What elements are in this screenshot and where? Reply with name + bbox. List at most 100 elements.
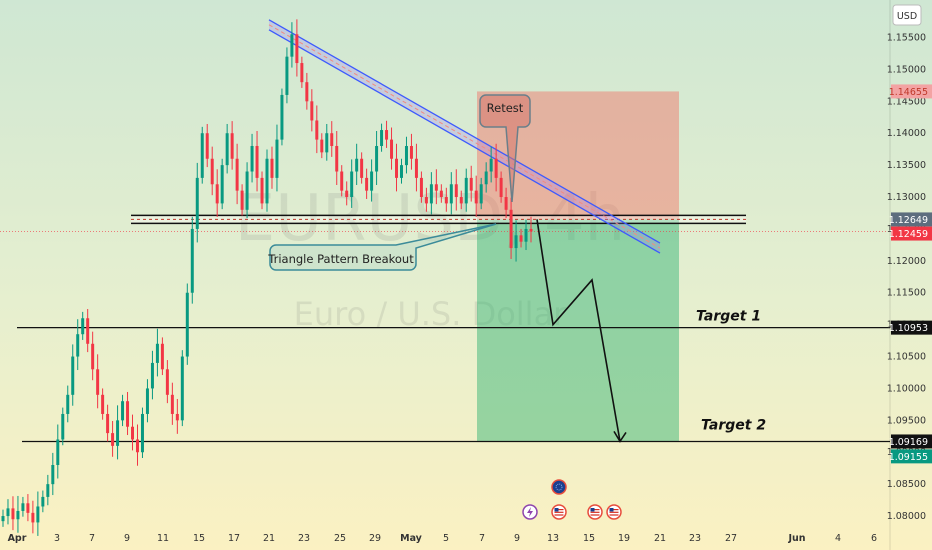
candle[interactable]	[519, 228, 523, 248]
us-flag-icon[interactable]	[606, 504, 622, 520]
candle[interactable]	[285, 47, 289, 104]
candle[interactable]	[225, 123, 229, 174]
lightning-icon[interactable]	[522, 504, 538, 520]
candle[interactable]	[469, 165, 473, 202]
candle[interactable]	[360, 152, 364, 184]
candle[interactable]	[235, 143, 239, 205]
candle[interactable]	[270, 146, 274, 189]
candle[interactable]	[131, 414, 135, 451]
candle[interactable]	[439, 184, 443, 203]
candle[interactable]	[489, 146, 493, 183]
candle[interactable]	[424, 187, 428, 212]
candle[interactable]	[399, 158, 403, 184]
price-tag-current[interactable]: 1.12459	[889, 226, 932, 241]
candle[interactable]	[315, 105, 319, 154]
price-tag-target[interactable]: 1.10953	[889, 320, 932, 335]
candle[interactable]	[444, 187, 448, 212]
candle[interactable]	[205, 123, 209, 168]
price-tag-level[interactable]: 1.12649	[889, 212, 932, 227]
candle[interactable]	[509, 197, 513, 259]
candle[interactable]	[31, 500, 35, 534]
candle[interactable]	[145, 379, 149, 423]
candle[interactable]	[499, 171, 503, 203]
candle[interactable]	[325, 123, 329, 161]
candle[interactable]	[494, 143, 498, 192]
candle[interactable]	[479, 177, 483, 210]
candle[interactable]	[185, 283, 189, 365]
candle[interactable]	[51, 452, 55, 496]
candle[interactable]	[504, 187, 508, 219]
candle[interactable]	[355, 143, 359, 186]
trendline-lower[interactable]	[268, 29, 661, 254]
candle[interactable]	[390, 127, 394, 170]
candle[interactable]	[290, 22, 294, 68]
candle[interactable]	[459, 190, 463, 210]
candle[interactable]	[419, 171, 423, 203]
candle[interactable]	[380, 123, 384, 152]
candle[interactable]	[255, 130, 259, 192]
candle[interactable]	[449, 172, 453, 215]
candle[interactable]	[150, 350, 154, 400]
candle[interactable]	[484, 162, 488, 193]
candle[interactable]	[454, 169, 458, 211]
trendline-upper[interactable]	[268, 19, 661, 244]
retest-callout[interactable]	[479, 94, 531, 203]
candle[interactable]	[365, 168, 369, 199]
candle[interactable]	[409, 133, 413, 170]
candle[interactable]	[175, 398, 179, 434]
globe-icon[interactable]	[551, 479, 567, 495]
candle[interactable]	[350, 159, 354, 208]
candle[interactable]	[61, 407, 65, 446]
candle[interactable]	[86, 309, 90, 353]
candle[interactable]	[370, 159, 374, 202]
candle[interactable]	[280, 88, 284, 146]
candle[interactable]	[385, 120, 389, 148]
candle[interactable]	[395, 143, 399, 192]
candle[interactable]	[6, 499, 10, 525]
candle[interactable]	[529, 216, 533, 243]
price-tag-bid[interactable]: 1.09155	[889, 449, 932, 464]
candle[interactable]	[345, 181, 349, 206]
candle[interactable]	[36, 491, 40, 536]
candle[interactable]	[76, 319, 80, 371]
us-flag-icon[interactable]	[587, 504, 603, 520]
candle[interactable]	[260, 171, 264, 210]
candle[interactable]	[46, 474, 50, 506]
candle[interactable]	[91, 331, 95, 381]
candle[interactable]	[524, 219, 528, 251]
candle[interactable]	[126, 391, 130, 436]
candle[interactable]	[300, 56, 304, 88]
candle[interactable]	[464, 168, 468, 212]
price-tag-loss[interactable]: 1.14655	[889, 84, 932, 99]
candle[interactable]	[240, 184, 244, 216]
candle[interactable]	[41, 490, 45, 513]
candle[interactable]	[404, 136, 408, 174]
take-profit-zone[interactable]	[477, 219, 679, 442]
candle[interactable]	[190, 216, 194, 304]
candle[interactable]	[195, 162, 199, 243]
candle[interactable]	[121, 394, 125, 427]
candle[interactable]	[330, 121, 334, 157]
candle[interactable]	[250, 133, 254, 183]
candle[interactable]	[275, 124, 279, 192]
candle[interactable]	[310, 89, 314, 132]
candle[interactable]	[101, 388, 105, 420]
candle[interactable]	[140, 407, 144, 458]
price-tag-target[interactable]: 1.09169	[889, 434, 932, 449]
candle[interactable]	[340, 165, 344, 197]
candle[interactable]	[230, 121, 234, 170]
candle[interactable]	[21, 496, 25, 517]
candle[interactable]	[160, 337, 164, 376]
candle[interactable]	[514, 220, 518, 262]
candle[interactable]	[429, 172, 433, 215]
candle[interactable]	[265, 149, 269, 212]
candle[interactable]	[170, 382, 174, 425]
candle[interactable]	[335, 130, 339, 186]
candle[interactable]	[414, 143, 418, 192]
candle[interactable]	[11, 496, 15, 531]
us-flag-icon[interactable]	[551, 504, 567, 520]
candle[interactable]	[305, 72, 309, 110]
candle[interactable]	[434, 169, 438, 205]
candle[interactable]	[245, 162, 249, 219]
